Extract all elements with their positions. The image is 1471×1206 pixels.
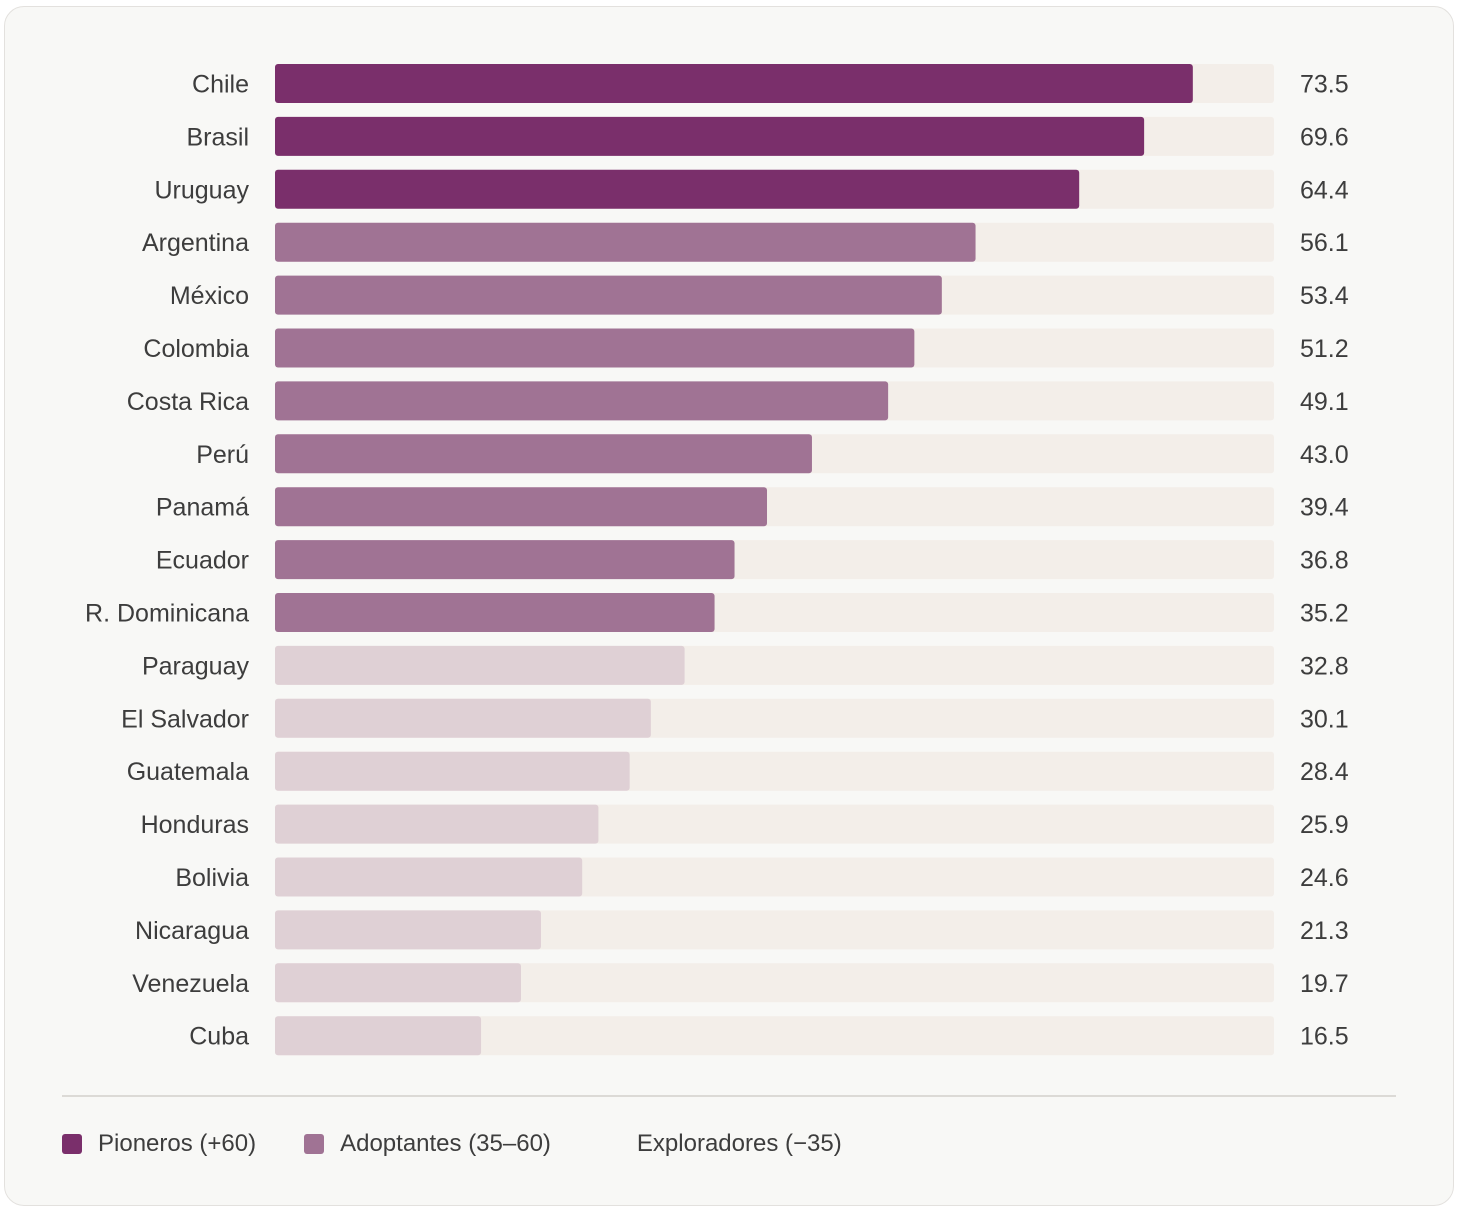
bar [275, 381, 889, 421]
category-label: Paraguay [142, 652, 250, 680]
value-labels: 73.5 69.6 64.4 56.1 53.4 51.2 49.1 43.0 39.4 36.8… [1300, 71, 1349, 1051]
value-label: 35.2 [1300, 600, 1349, 628]
value-label: 24.6 [1300, 864, 1349, 892]
value-label: 51.2 [1300, 335, 1349, 363]
legend-swatch-pioneros [62, 1134, 82, 1154]
bar [275, 857, 583, 897]
legend: Pioneros (+60) Adoptantes (35–60) Explor… [62, 1130, 890, 1158]
bar [275, 116, 1145, 156]
category-label: Cuba [189, 1023, 249, 1051]
value-label: 36.8 [1300, 547, 1349, 575]
category-label: Argentina [142, 229, 249, 257]
value-label: 69.6 [1300, 123, 1349, 151]
value-label: 21.3 [1300, 917, 1349, 945]
value-label: 25.9 [1300, 811, 1349, 839]
category-label: Panamá [156, 494, 249, 522]
bar-track [275, 963, 1274, 1003]
bar [275, 540, 735, 580]
category-label: Guatemala [127, 758, 249, 786]
bar [275, 487, 768, 527]
value-label: 43.0 [1300, 441, 1349, 469]
bar [275, 222, 976, 262]
category-label: Costa Rica [127, 388, 249, 416]
category-label: Perú [196, 441, 249, 469]
legend-label-adoptantes: Adoptantes (35–60) [340, 1130, 551, 1157]
category-label: Chile [192, 71, 249, 99]
bar [275, 64, 1193, 103]
category-label: Honduras [141, 811, 249, 839]
value-label: 53.4 [1300, 282, 1349, 310]
legend-item-pioneros: Pioneros (+60) [62, 1130, 256, 1158]
legend-swatch-adoptantes [304, 1134, 325, 1154]
category-label: Colombia [143, 335, 249, 363]
value-label: 49.1 [1300, 388, 1349, 416]
value-label: 32.8 [1300, 652, 1349, 680]
bar [275, 645, 685, 685]
category-label: R. Dominicana [85, 600, 249, 628]
category-label: Ecuador [156, 547, 249, 575]
category-label: Brasil [186, 123, 249, 151]
bar [275, 1016, 482, 1056]
value-label: 19.7 [1300, 970, 1349, 998]
bar [275, 275, 942, 315]
legend-label-exploradores: Exploradores (−35) [636, 1130, 842, 1157]
category-label: El Salvador [121, 705, 249, 733]
value-label: 56.1 [1300, 229, 1349, 257]
value-label: 64.4 [1300, 176, 1349, 204]
bar [275, 593, 715, 632]
value-label: 16.5 [1300, 1023, 1349, 1051]
category-label: Venezuela [132, 970, 249, 998]
category-label: Bolivia [175, 864, 249, 892]
value-label: 39.4 [1300, 494, 1349, 522]
legend-item-exploradores: Exploradores (−35) [637, 1130, 842, 1158]
category-label: Uruguay [155, 176, 250, 204]
value-label: 30.1 [1300, 705, 1349, 733]
bars [275, 64, 1193, 1056]
value-label: 28.4 [1300, 758, 1349, 786]
bar-track [275, 1016, 1274, 1056]
bar [275, 804, 599, 844]
bar [275, 698, 651, 738]
bar [275, 328, 915, 368]
legend-label-pioneros: Pioneros (+60) [98, 1130, 257, 1157]
bar [275, 169, 1080, 209]
category-labels: Chile Brasil Uruguay Argentina México Colombi… [85, 71, 249, 1051]
legend-item-adoptantes: Adoptantes (35–60) [304, 1130, 551, 1158]
category-label: Nicaragua [135, 917, 249, 945]
category-label: México [170, 282, 249, 310]
value-label: 73.5 [1300, 71, 1349, 99]
bar [275, 910, 541, 950]
bar [275, 963, 522, 1003]
bar [275, 434, 812, 474]
bar [275, 751, 630, 791]
